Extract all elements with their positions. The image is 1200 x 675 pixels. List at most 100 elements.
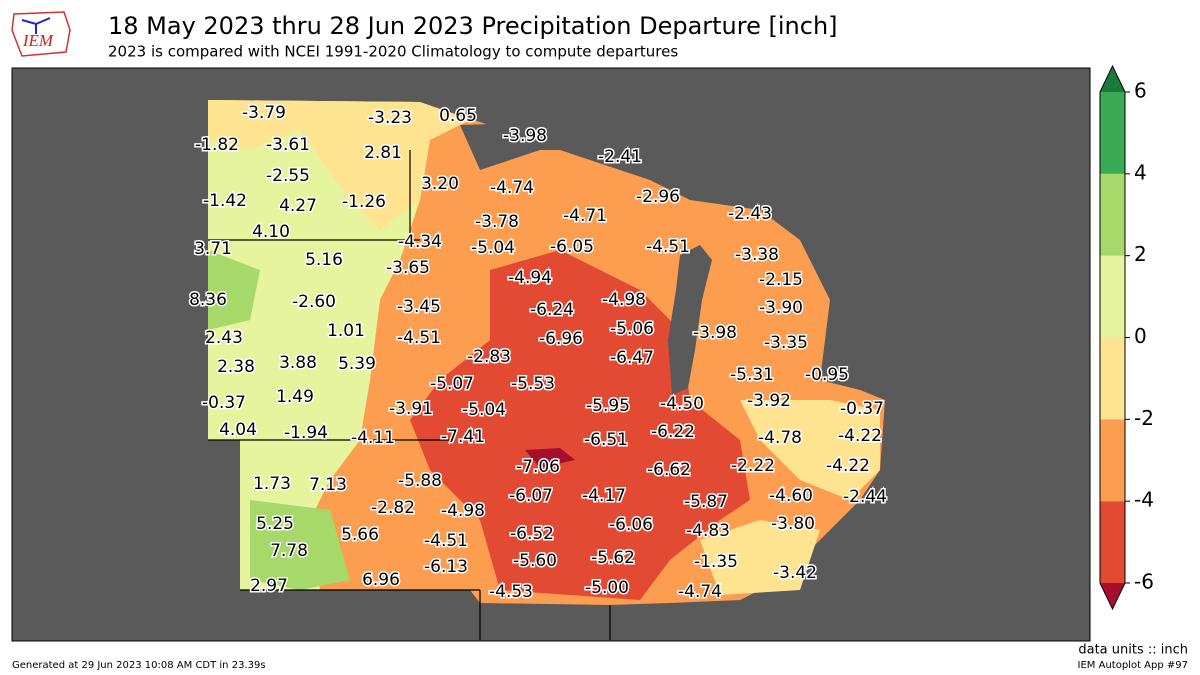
station-value: -1.94 (284, 423, 328, 443)
station-value: -3.23 (368, 108, 412, 128)
station-value: -5.07 (430, 374, 474, 394)
station-value: -7.41 (441, 427, 485, 447)
station-value: 5.66 (341, 525, 379, 545)
station-value: 2.38 (217, 357, 255, 377)
station-value: -4.51 (646, 237, 690, 257)
colorbar-segment (1100, 337, 1125, 420)
station-value: -3.35 (764, 333, 808, 353)
station-value: -5.62 (591, 548, 635, 568)
units-note: data units :: inch (1078, 643, 1188, 658)
station-value: -7.06 (516, 457, 560, 477)
station-value: -3.79 (242, 103, 286, 123)
station-value: -6.24 (530, 300, 574, 320)
region (525, 448, 575, 468)
colorbar-segment (1100, 92, 1125, 174)
station-value: 5.39 (338, 354, 376, 374)
station-value: -2.41 (598, 147, 642, 167)
station-value: 3.88 (279, 353, 317, 373)
station-value: -3.92 (747, 391, 791, 411)
colorbar-tick-label: -2 (1134, 406, 1154, 430)
station-value: -3.78 (475, 212, 519, 232)
station-value: 2.43 (205, 328, 243, 348)
station-value: 3.20 (421, 174, 459, 194)
logo: IEM (11, 11, 71, 57)
station-value: -3.80 (771, 514, 815, 534)
station-value: -3.98 (693, 323, 737, 343)
station-value: -2.44 (843, 487, 887, 507)
boundary (208, 150, 611, 640)
station-value: 1.49 (276, 387, 314, 407)
region (208, 250, 260, 330)
station-value: -4.11 (351, 428, 395, 448)
subtitle: 2023 is compared with NCEI 1991-2020 Cli… (108, 43, 678, 61)
station-value: -3.65 (386, 258, 430, 278)
region (740, 400, 880, 500)
station-value: -2.22 (731, 456, 775, 476)
station-value: 1.73 (253, 474, 291, 494)
logo-text: IEM (22, 31, 54, 50)
station-value: -4.98 (602, 290, 646, 310)
station-value: -4.60 (769, 486, 813, 506)
station-value: -3.42 (773, 563, 817, 583)
station-value: -2.82 (371, 498, 415, 518)
station-value: -5.87 (684, 492, 728, 512)
station-value: -2.96 (636, 187, 680, 207)
region (250, 500, 350, 590)
station-value: -5.60 (513, 551, 557, 571)
colorbar-under (1100, 583, 1125, 609)
station-labels: -3.79 -3.23 0.65 -3.98 -1.82 -3.61 2.81 -2.41 -2… (188, 102, 889, 604)
generated-note: Generated at 29 Jun 2023 10:08 AM CDT in… (12, 660, 266, 671)
station-value: 3.71 (194, 239, 232, 259)
app-note: IEM Autoplot App #97 (1078, 660, 1188, 671)
station-value: -4.17 (582, 486, 626, 506)
station-value: -1.35 (694, 552, 738, 572)
station-value: -5.00 (585, 578, 629, 598)
station-value: -6.47 (610, 348, 654, 368)
station-value: -3.98 (503, 126, 547, 146)
station-value: -4.53 (489, 582, 533, 602)
station-value: -4.50 (660, 394, 704, 414)
colorbar-tick-label: 2 (1134, 242, 1147, 266)
station-value: -5.31 (730, 365, 774, 385)
station-value: 4.27 (279, 196, 317, 216)
station-value: 4.10 (252, 222, 290, 242)
station-value: 1.01 (327, 321, 365, 341)
station-value: -4.94 (508, 268, 552, 288)
station-value: 0.65 (439, 106, 477, 126)
station-value: -4.22 (838, 426, 882, 446)
station-value: -0.95 (805, 365, 849, 385)
station-value: -6.52 (510, 524, 554, 544)
station-value: -6.13 (424, 557, 468, 577)
station-value: -6.51 (584, 430, 628, 450)
station-value: -6.07 (509, 486, 553, 506)
colorbar-tick-label: 4 (1134, 160, 1147, 184)
colorbar-segment (1100, 419, 1125, 502)
map (11, 67, 1091, 642)
colorbar-tick-label: -6 (1134, 570, 1154, 594)
station-value: -5.06 (610, 319, 654, 339)
logo-outline (11, 11, 71, 57)
station-value: -6.06 (609, 515, 653, 535)
station-value: -4.98 (441, 501, 485, 521)
colorbar: 6 4 2 0 -2 -4 -6 (1099, 64, 1154, 611)
station-value: -3.91 (389, 399, 433, 419)
lake (460, 122, 640, 170)
station-value: 8.36 (189, 290, 227, 310)
colorbar-tick-label: 0 (1134, 324, 1147, 348)
station-value: -3.45 (397, 297, 441, 317)
station-value: -5.95 (586, 396, 630, 416)
station-value: -0.37 (840, 399, 884, 419)
station-value: -4.74 (490, 178, 534, 198)
colorbar-tick-label: -4 (1134, 488, 1154, 512)
station-value: -1.42 (203, 191, 247, 211)
colorbar-segment (1100, 173, 1125, 256)
colorbar-tick-label: 6 (1134, 79, 1147, 103)
station-value: -4.51 (424, 531, 468, 551)
title: 18 May 2023 thru 28 Jun 2023 Precipitati… (108, 12, 838, 40)
station-value: -6.05 (550, 237, 594, 257)
lake (668, 245, 712, 395)
station-value: -6.62 (647, 460, 691, 480)
station-value: -2.55 (266, 166, 310, 186)
station-value: -3.61 (266, 135, 310, 155)
